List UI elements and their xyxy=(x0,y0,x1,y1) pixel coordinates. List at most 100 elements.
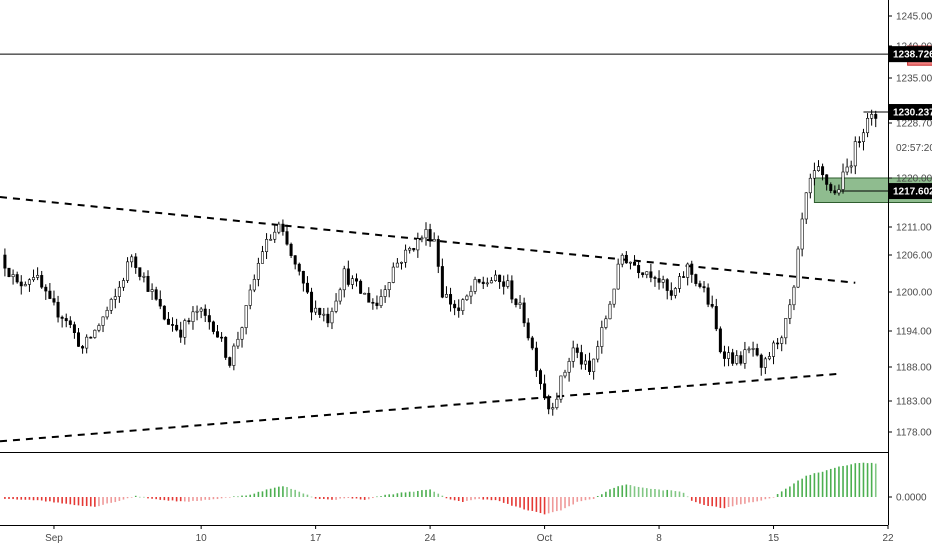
oscillator-bar[interactable] xyxy=(290,488,292,497)
candle[interactable] xyxy=(477,278,481,284)
candle[interactable] xyxy=(412,247,416,252)
candles-layer[interactable] xyxy=(3,109,878,416)
oscillator-bar[interactable] xyxy=(355,497,358,499)
oscillator-bar[interactable] xyxy=(727,497,730,508)
candle[interactable] xyxy=(399,261,403,270)
oscillator-bar[interactable] xyxy=(4,497,6,499)
candle[interactable] xyxy=(130,254,134,268)
candle[interactable] xyxy=(3,248,7,277)
candle[interactable] xyxy=(543,374,547,401)
oscillator-bar[interactable] xyxy=(49,497,51,502)
candle[interactable] xyxy=(23,281,27,287)
oscillator-bar[interactable] xyxy=(805,475,808,497)
oscillator-bar[interactable] xyxy=(65,497,68,504)
oscillator-bar[interactable] xyxy=(171,497,174,501)
oscillator-bar[interactable] xyxy=(768,497,771,499)
oscillator-bar[interactable] xyxy=(269,488,272,497)
oscillator-bar[interactable] xyxy=(621,485,624,497)
candle[interactable] xyxy=(40,270,44,289)
oscillator-bar[interactable] xyxy=(506,497,509,504)
oscillator-bar[interactable] xyxy=(576,497,579,502)
oscillator-bar[interactable] xyxy=(596,495,599,497)
oscillator-bar[interactable] xyxy=(147,497,149,499)
oscillator-layer[interactable] xyxy=(4,462,877,515)
oscillator-bar[interactable] xyxy=(196,497,198,502)
candle[interactable] xyxy=(273,225,277,243)
oscillator-bar[interactable] xyxy=(220,497,223,499)
candle[interactable] xyxy=(121,277,125,291)
candle[interactable] xyxy=(583,354,587,370)
candle[interactable] xyxy=(142,272,146,283)
oscillator-bar[interactable] xyxy=(417,490,419,497)
candle[interactable] xyxy=(694,273,698,287)
candle[interactable] xyxy=(861,128,865,151)
oscillator-bar[interactable] xyxy=(780,491,783,497)
oscillator-bar[interactable] xyxy=(224,497,227,498)
oscillator-bar[interactable] xyxy=(457,497,460,501)
candle[interactable] xyxy=(289,242,293,259)
oscillator-bar[interactable] xyxy=(396,493,399,497)
oscillator-bar[interactable] xyxy=(842,465,844,497)
candle[interactable] xyxy=(350,275,354,290)
candle[interactable] xyxy=(739,351,743,366)
candle[interactable] xyxy=(821,163,825,181)
oscillator-bar[interactable] xyxy=(829,468,832,497)
candle[interactable] xyxy=(530,335,534,351)
candle[interactable] xyxy=(481,276,485,290)
candle[interactable] xyxy=(171,317,175,332)
candle[interactable] xyxy=(220,332,224,342)
oscillator-bar[interactable] xyxy=(388,494,391,497)
candle[interactable] xyxy=(526,318,530,341)
oscillator-bar[interactable] xyxy=(245,495,247,497)
candle[interactable] xyxy=(669,282,673,301)
oscillator-bar[interactable] xyxy=(167,497,170,501)
candle[interactable] xyxy=(252,274,256,293)
oscillator-bar[interactable] xyxy=(825,470,828,497)
oscillator-bar[interactable] xyxy=(335,497,337,500)
oscillator-bar[interactable] xyxy=(748,497,750,503)
candle[interactable] xyxy=(179,321,183,343)
oscillator-bar[interactable] xyxy=(858,462,861,497)
candle[interactable] xyxy=(518,295,522,309)
oscillator-bar[interactable] xyxy=(650,488,652,497)
candle[interactable] xyxy=(408,246,412,254)
oscillator-bar[interactable] xyxy=(658,489,660,497)
oscillator-bar[interactable] xyxy=(866,463,869,497)
oscillator-bar[interactable] xyxy=(735,497,738,505)
oscillator-bar[interactable] xyxy=(466,497,468,501)
oscillator-bar[interactable] xyxy=(719,497,722,508)
candle[interactable] xyxy=(260,245,264,264)
oscillator-bar[interactable] xyxy=(380,496,382,497)
oscillator-bar[interactable] xyxy=(441,495,444,497)
oscillator-bar[interactable] xyxy=(372,497,374,499)
candle[interactable] xyxy=(469,285,473,305)
oscillator-bar[interactable] xyxy=(302,493,305,497)
oscillator-bar[interactable] xyxy=(547,497,550,514)
candle[interactable] xyxy=(816,160,820,172)
oscillator-bar[interactable] xyxy=(331,497,333,500)
oscillator-bar[interactable] xyxy=(764,497,767,500)
oscillator-bar[interactable] xyxy=(433,491,435,497)
oscillator-bar[interactable] xyxy=(294,489,296,497)
oscillator-bar[interactable] xyxy=(690,497,693,501)
oscillator-bar[interactable] xyxy=(580,497,583,502)
candle[interactable] xyxy=(314,300,318,316)
oscillator-bar[interactable] xyxy=(94,497,96,507)
oscillator-bar[interactable] xyxy=(261,491,264,497)
candle[interactable] xyxy=(841,163,845,194)
oscillator-bar[interactable] xyxy=(817,472,820,497)
oscillator-bar[interactable] xyxy=(711,497,713,507)
candle[interactable] xyxy=(346,260,350,287)
oscillator-bar[interactable] xyxy=(605,491,607,497)
oscillator-bar[interactable] xyxy=(314,497,317,499)
oscillator-bar[interactable] xyxy=(347,497,350,499)
oscillator-bar[interactable] xyxy=(208,497,211,500)
candle[interactable] xyxy=(874,110,878,128)
candle[interactable] xyxy=(404,244,408,268)
oscillator-bar[interactable] xyxy=(57,497,59,503)
oscillator-bar[interactable] xyxy=(339,497,341,499)
candle[interactable] xyxy=(416,232,420,258)
oscillator-bar[interactable] xyxy=(789,486,791,497)
oscillator-bar[interactable] xyxy=(61,497,63,504)
candle[interactable] xyxy=(600,320,604,354)
